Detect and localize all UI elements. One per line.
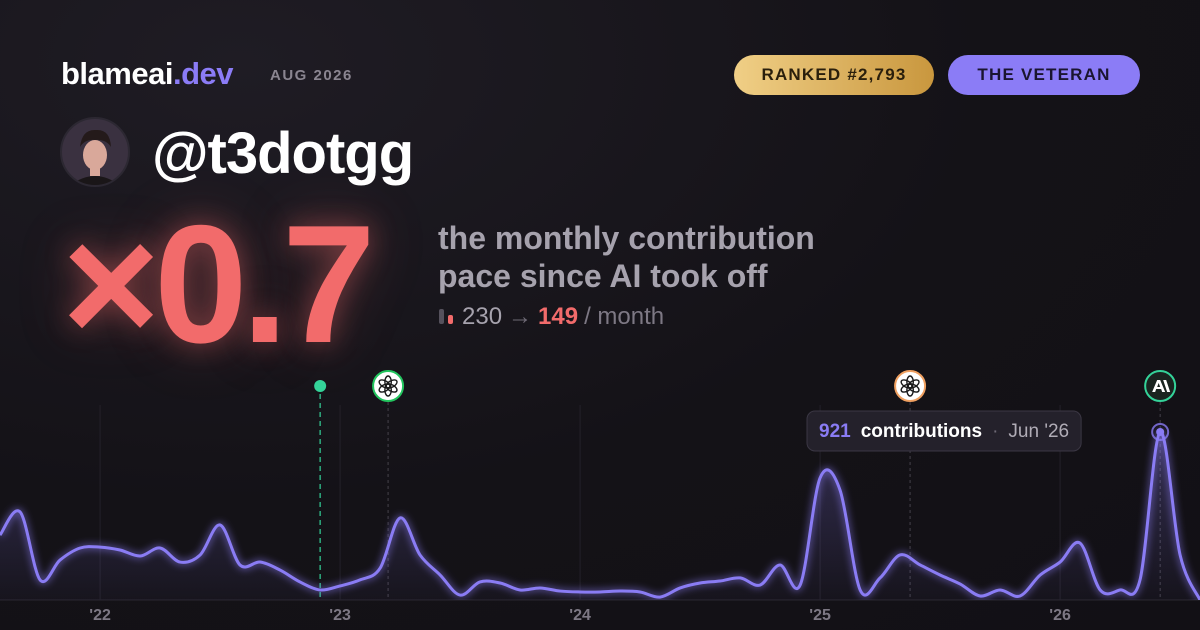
title-badge: THE VETERAN [948, 55, 1140, 95]
pace-unit: / month [584, 303, 665, 330]
tooltip-unit: contributions [861, 421, 982, 442]
event-badge [894, 370, 927, 402]
pace-arrow: → [508, 303, 533, 330]
openai-petal [378, 379, 391, 389]
x-tick-label: '26 [1049, 607, 1071, 624]
pace-after: 149 [538, 303, 579, 330]
pace-icon [439, 309, 453, 324]
highlight-ring [1151, 422, 1170, 441]
anthropic-logo [1152, 380, 1171, 392]
avatar [60, 117, 130, 187]
tooltip-box [806, 410, 1082, 452]
tooltip-separator: · [992, 421, 998, 442]
x-tick-label: '25 [809, 607, 831, 624]
x-tick-label: '22 [89, 607, 111, 624]
brand-tld: .dev [172, 56, 234, 91]
multiplier: ×0.7 [62, 190, 376, 378]
openai-petal [900, 379, 913, 389]
rank-badge: RANKED #2,793 [734, 55, 934, 95]
x-tick-label: '24 [569, 607, 591, 624]
tooltip: 921 contributions · Jun '26 [806, 410, 1082, 452]
brand: blameai.dev [61, 56, 233, 92]
event-badge [372, 370, 405, 402]
description-line: pace since AI took off [438, 258, 768, 294]
plot [0, 430, 1200, 600]
event-icon [1144, 370, 1177, 402]
event-dot [314, 380, 327, 392]
area [0, 431, 1200, 600]
tooltip-date: Jun '26 [1008, 421, 1069, 442]
handle: @t3dotgg [152, 121, 414, 186]
pace: 230 → 149/ month [438, 303, 670, 331]
event-icon [372, 370, 405, 402]
event-icon [894, 370, 927, 402]
period: AUG 2026 [270, 67, 353, 84]
tooltip-value: 921 [819, 421, 851, 442]
description-line: the monthly contribution [438, 220, 815, 256]
pace-before: 230 [462, 303, 503, 330]
line [0, 430, 1200, 600]
brand-name: blameai [61, 56, 173, 91]
x-tick-label: '23 [329, 607, 351, 624]
highlight-dot [1156, 427, 1165, 436]
